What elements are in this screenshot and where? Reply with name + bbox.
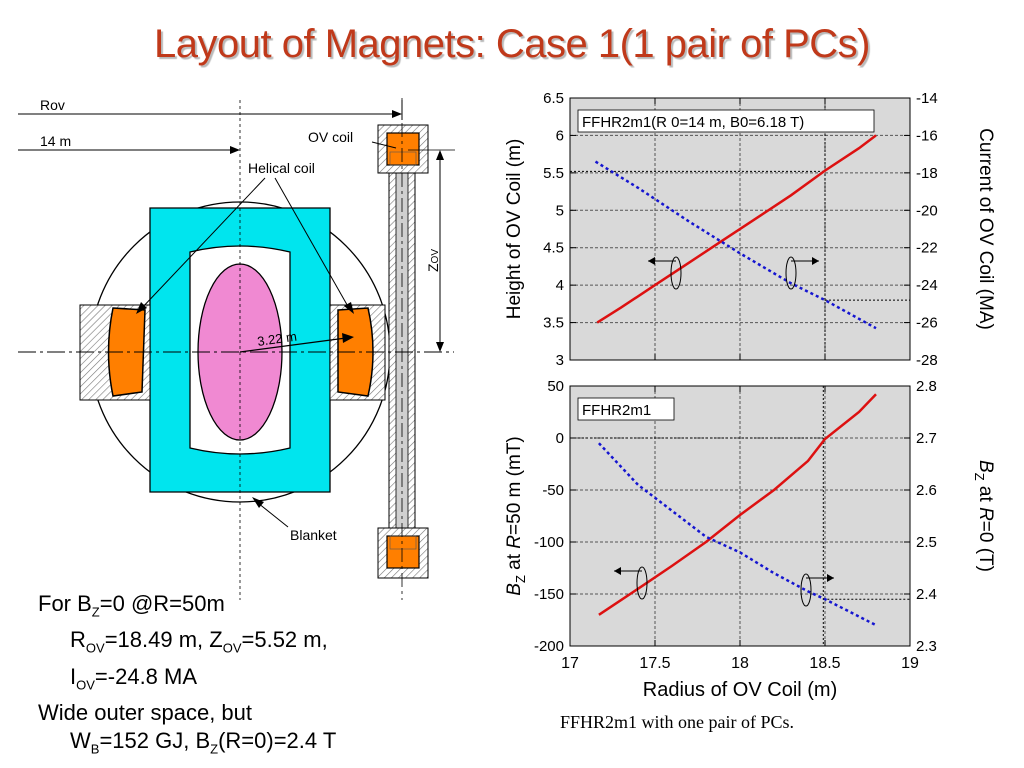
axis-ref-loop xyxy=(670,256,682,290)
axis-ref-arrowhead xyxy=(827,574,834,582)
y2-axis-label: Current of OV Coil (MA) xyxy=(975,128,996,330)
y2-tick-label: -28 xyxy=(916,352,938,369)
axis-ref-loop xyxy=(800,573,812,607)
x-axis-label: Radius of OV Coil (m) xyxy=(643,679,838,701)
note-line-2: ROV=18.49 m, ZOV=5.52 m, xyxy=(70,627,328,656)
helical-coil-label: Helical coil xyxy=(248,160,315,176)
y-tick-label: 6.5 xyxy=(543,90,564,107)
y2-tick-label: 2.5 xyxy=(916,534,937,551)
y2-tick-label: 2.3 xyxy=(916,638,937,655)
x-tick-label: 17 xyxy=(561,655,579,672)
y-tick-label: 5.5 xyxy=(543,165,564,182)
blanket-label: Blanket xyxy=(290,527,337,543)
figure-caption: FFHR2m1 with one pair of PCs. xyxy=(560,712,795,732)
axis-ref-arrowhead xyxy=(812,257,819,265)
x-tick-label: 18.5 xyxy=(809,655,840,672)
series-line-blue xyxy=(594,160,877,330)
axis-ref-loop xyxy=(785,256,797,290)
axis-ref-loop xyxy=(636,566,648,600)
y-tick-label: -100 xyxy=(534,534,564,551)
y2-tick-label: -22 xyxy=(916,240,938,257)
y2-tick-label: 2.8 xyxy=(916,378,937,395)
y2-tick-label: 2.7 xyxy=(916,430,937,447)
notes-block: For BZ=0 @R=50m ROV=18.49 m, ZOV=5.52 m,… xyxy=(38,590,336,764)
y2-tick-label: -24 xyxy=(916,277,938,294)
note-line-4: Wide outer space, but xyxy=(38,700,253,726)
y-tick-label: 3.5 xyxy=(543,315,564,332)
note-line-5: WB=152 GJ, BZ(R=0)=2.4 T xyxy=(70,728,337,757)
chart-annotation: FFHR2m1 xyxy=(582,402,651,419)
chart-2: 17 17.5 18 18.5 19 -200 -150 -100 -50 0 50 2.3 2.4 2.… xyxy=(504,378,996,701)
axis-ref-arrowhead xyxy=(648,257,655,265)
y-tick-label: 50 xyxy=(547,378,564,395)
y-tick-label: -50 xyxy=(542,482,564,499)
annotation-box xyxy=(577,109,875,133)
x-tick-label: 19 xyxy=(901,655,919,672)
y-axis-label: BZ at R=50 m (mT) xyxy=(504,436,528,595)
axis-ref-arrowhead xyxy=(614,567,621,575)
helical-coil-right xyxy=(337,307,374,397)
chart-annotation: FFHR2m1(R 0=14 m, B0=6.18 T) xyxy=(582,114,804,131)
ov-coil-bottom xyxy=(386,535,420,569)
y2-tick-label: -16 xyxy=(916,127,938,144)
y2-tick-label: -20 xyxy=(916,202,938,219)
note-line-3: IOV=-24.8 MA xyxy=(70,663,198,693)
rov-label: Rov xyxy=(40,97,65,113)
y-tick-label: 4.5 xyxy=(543,240,564,257)
y-tick-label: -200 xyxy=(534,638,564,655)
x-tick-label: 17.5 xyxy=(639,655,670,672)
y-tick-label: 5 xyxy=(556,202,564,219)
y-tick-label: 4 xyxy=(556,277,564,294)
y-tick-label: -150 xyxy=(534,586,564,603)
y-axis-label: Height of OV Coil (m) xyxy=(504,139,525,320)
slide-title: Layout of Magnets: Case 1(1 pair of PCs) xyxy=(154,22,870,66)
zov-label: ZOV xyxy=(425,249,441,272)
r14-label: 14 m xyxy=(40,133,71,149)
y-tick-label: 3 xyxy=(556,352,564,369)
y-tick-label: 6 xyxy=(556,127,564,144)
y2-axis-label: BZ at R=0 (T) xyxy=(972,460,996,572)
series-line-blue xyxy=(597,442,877,627)
annotation-box xyxy=(577,397,675,421)
ov-coil-top xyxy=(386,132,420,166)
helical-coil-left xyxy=(107,307,146,397)
chart-1: 3 3.5 4 4.5 5 5.5 6 6.5 -28 -26 -24 -22 -20 -18 -16 -14… xyxy=(504,90,996,369)
series-line-red xyxy=(598,393,877,616)
radius-label: 3.22 m xyxy=(256,329,297,349)
y2-tick-label: -14 xyxy=(916,90,938,107)
y2-tick-label: -26 xyxy=(916,315,938,332)
ov-coil-label: OV coil xyxy=(308,129,353,145)
y2-tick-label: 2.6 xyxy=(916,482,937,499)
y2-tick-label: -18 xyxy=(916,165,938,182)
x-tick-label: 18 xyxy=(731,655,749,672)
y2-tick-label: 2.4 xyxy=(916,586,937,603)
y-tick-label: 0 xyxy=(556,430,564,447)
series-line-red xyxy=(596,134,877,324)
note-line-1: For BZ=0 @R=50m xyxy=(38,591,225,620)
